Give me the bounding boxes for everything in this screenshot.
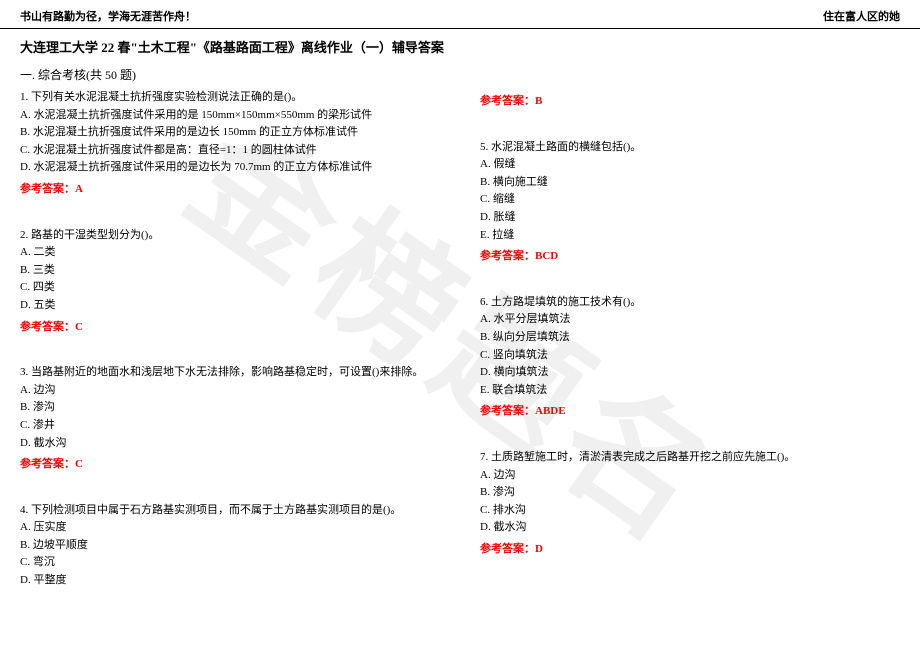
option: D. 横向填筑法 [480,364,900,382]
answer-text: 参考答案：BCD [480,248,900,266]
option: C. 弯沉 [20,554,440,572]
option: A. 水平分层填筑法 [480,311,900,329]
section-title: 一. 综合考核(共 50 题) [0,60,920,89]
question-block: 4. 下列检测项目中属于石方路基实测项目，而不属于土方路基实测项目的是()。 A… [20,502,440,590]
option: C. 缩缝 [480,191,900,209]
option: D. 五类 [20,297,440,315]
question-text: 7. 土质路堑施工时，清淤清表完成之后路基开挖之前应先施工()。 [480,449,900,467]
question-text: 3. 当路基附近的地面水和浅层地下水无法排除，影响路基稳定时，可设置()来排除。 [20,364,440,382]
answer-text: 参考答案：C [20,319,440,337]
option: A. 边沟 [480,467,900,485]
option: C. 水泥混凝土抗折强度试件都是高：直径=1：1 的圆柱体试件 [20,142,440,160]
option: B. 水泥混凝土抗折强度试件采用的是边长 150mm 的正立方体标准试件 [20,124,440,142]
option: B. 横向施工缝 [480,174,900,192]
answer-text: 参考答案：A [20,181,440,199]
option: C. 四类 [20,279,440,297]
option: B. 纵向分层填筑法 [480,329,900,347]
answer-text: 参考答案：ABDE [480,403,900,421]
question-text: 2. 路基的干湿类型划分为()。 [20,227,440,245]
option: C. 渗井 [20,417,440,435]
option: D. 截水沟 [20,435,440,453]
header-right: 住在富人区的她 [823,8,900,24]
option: B. 渗沟 [20,399,440,417]
answer-text: 参考答案：C [20,456,440,474]
answer-text: 参考答案：D [480,541,900,559]
question-text: 5. 水泥混凝土路面的横缝包括()。 [480,139,900,157]
option: B. 边坡平顺度 [20,537,440,555]
question-block: 2. 路基的干湿类型划分为()。 A. 二类 B. 三类 C. 四类 D. 五类… [20,227,440,337]
right-column: 参考答案：B 5. 水泥混凝土路面的横缝包括()。 A. 假缝 B. 横向施工缝… [470,89,900,618]
option: B. 渗沟 [480,484,900,502]
question-text: 1. 下列有关水泥混凝土抗折强度实验检测说法正确的是()。 [20,89,440,107]
left-column: 1. 下列有关水泥混凝土抗折强度实验检测说法正确的是()。 A. 水泥混凝土抗折… [20,89,470,618]
question-block: 6. 土方路堤填筑的施工技术有()。 A. 水平分层填筑法 B. 纵向分层填筑法… [480,294,900,421]
question-block: 3. 当路基附近的地面水和浅层地下水无法排除，影响路基稳定时，可设置()来排除。… [20,364,440,474]
question-block: 1. 下列有关水泥混凝土抗折强度实验检测说法正确的是()。 A. 水泥混凝土抗折… [20,89,440,199]
option: A. 压实度 [20,519,440,537]
option: A. 边沟 [20,382,440,400]
option: D. 平整度 [20,572,440,590]
option: E. 拉缝 [480,227,900,245]
question-block: 7. 土质路堑施工时，清淤清表完成之后路基开挖之前应先施工()。 A. 边沟 B… [480,449,900,559]
question-text: 4. 下列检测项目中属于石方路基实测项目，而不属于土方路基实测项目的是()。 [20,502,440,520]
option: A. 二类 [20,244,440,262]
option: A. 水泥混凝土抗折强度试件采用的是 150mm×150mm×550mm 的梁形… [20,107,440,125]
option: E. 联合填筑法 [480,382,900,400]
answer-text: 参考答案：B [480,93,900,111]
document-title: 大连理工大学 22 春"土木工程"《路基路面工程》离线作业（一）辅导答案 [0,29,920,60]
content-columns: 1. 下列有关水泥混凝土抗折强度实验检测说法正确的是()。 A. 水泥混凝土抗折… [0,89,920,618]
question-block: 5. 水泥混凝土路面的横缝包括()。 A. 假缝 B. 横向施工缝 C. 缩缝 … [480,139,900,266]
option: D. 胀缝 [480,209,900,227]
option: C. 排水沟 [480,502,900,520]
question-block: 参考答案：B [480,93,900,111]
option: D. 水泥混凝土抗折强度试件采用的是边长为 70.7mm 的正立方体标准试件 [20,159,440,177]
option: D. 截水沟 [480,519,900,537]
header-left: 书山有路勤为径，学海无涯苦作舟！ [20,8,196,24]
option: C. 竖向填筑法 [480,347,900,365]
option: B. 三类 [20,262,440,280]
page-header: 书山有路勤为径，学海无涯苦作舟！ 住在富人区的她 [0,0,920,29]
option: A. 假缝 [480,156,900,174]
question-text: 6. 土方路堤填筑的施工技术有()。 [480,294,900,312]
